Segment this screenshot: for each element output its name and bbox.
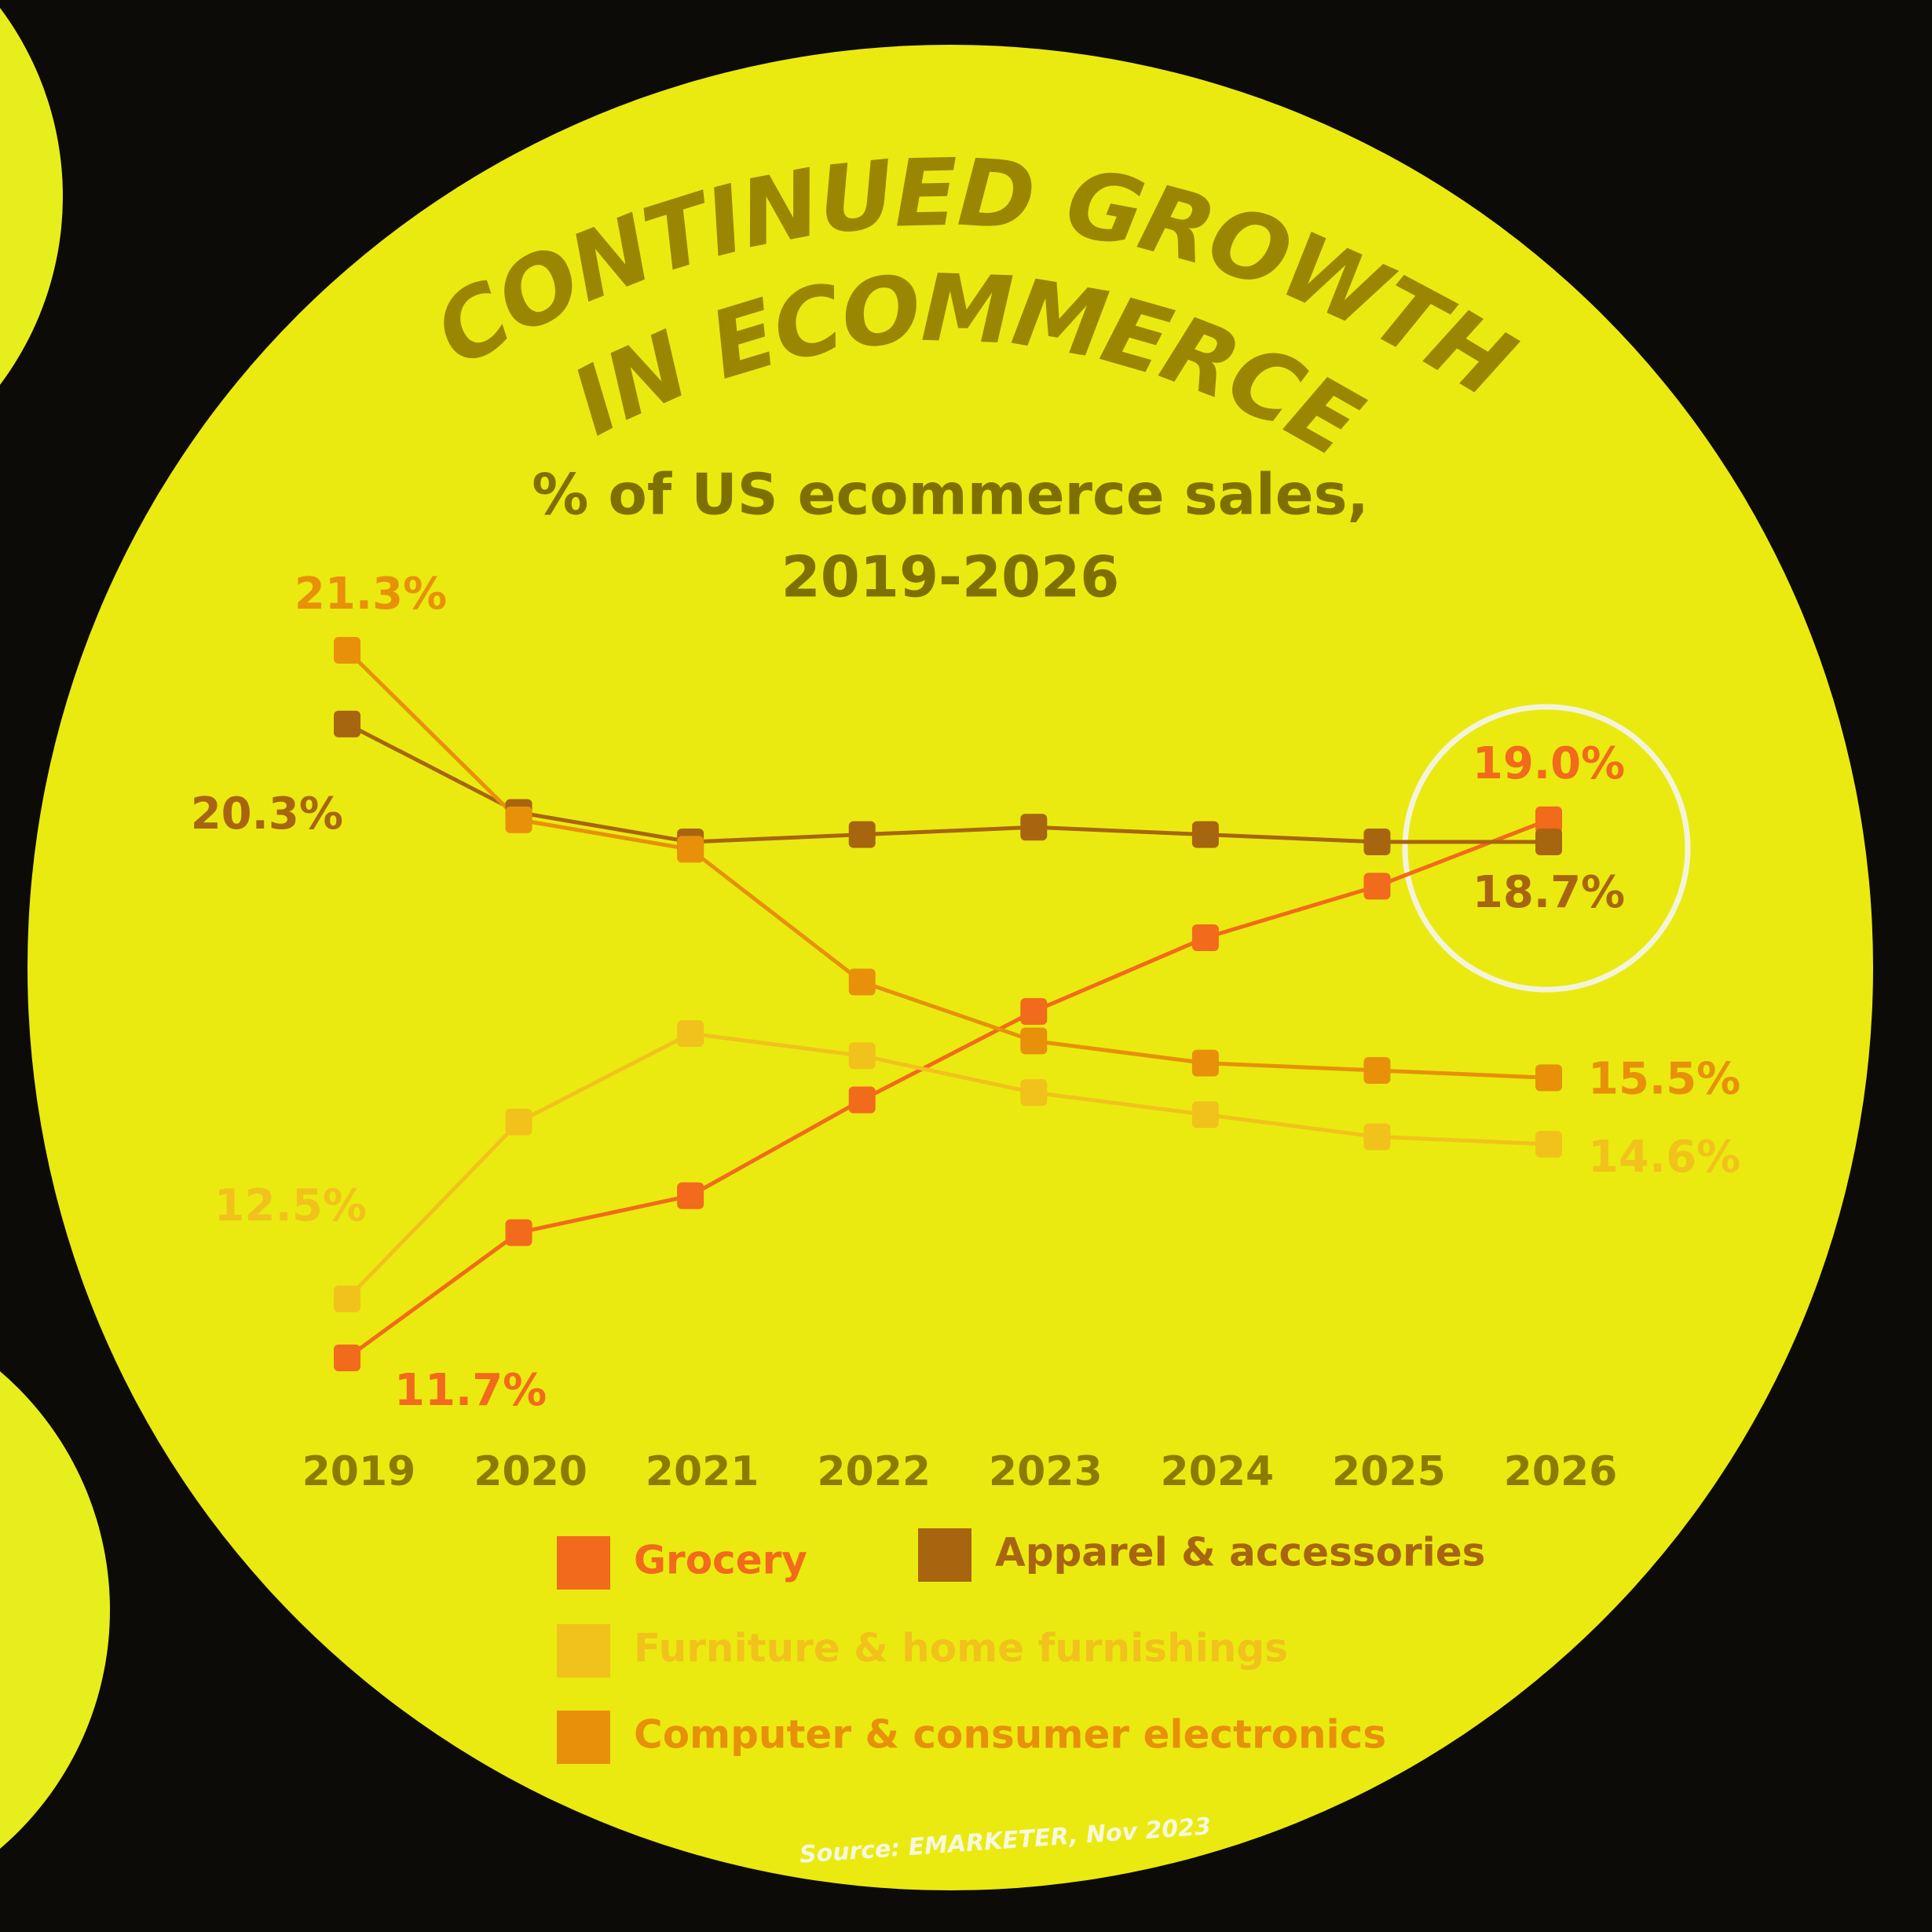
data-point [1535, 806, 1562, 833]
data-point [1020, 1079, 1048, 1107]
data-label: 15.5% [1588, 1053, 1740, 1104]
x-tick-label: 2019 [302, 1448, 416, 1495]
legend-label: Grocery [634, 1538, 807, 1583]
data-point [1363, 873, 1391, 900]
legend-swatch [557, 1536, 610, 1590]
legend-swatch [918, 1528, 971, 1582]
subtitle: 2019-2026 [781, 544, 1120, 610]
series-line [346, 1031, 1550, 1301]
x-tick-label: 2022 [817, 1448, 931, 1495]
highlight-ring [1402, 704, 1691, 993]
x-tick-label: 2021 [646, 1448, 759, 1495]
data-point [505, 1108, 532, 1136]
legend-label: Computer & consumer electronics [634, 1712, 1386, 1758]
data-point [848, 1086, 876, 1114]
legend-swatch [557, 1711, 610, 1764]
legend-label: Furniture & home furnishings [634, 1626, 1288, 1671]
data-point [848, 968, 876, 996]
data-point [1535, 1130, 1562, 1158]
data-label: 11.7% [394, 1365, 547, 1416]
data-point [1535, 829, 1562, 856]
data-point [334, 1285, 360, 1312]
data-point [505, 1219, 532, 1246]
plot-area: 2019 2020 2021 2022 2023 2024 2025 2026 11.7% 19.… [191, 569, 1740, 1764]
data-point [677, 1020, 704, 1048]
x-tick-label: 2026 [1504, 1448, 1618, 1495]
data-point [334, 710, 360, 737]
data-point [505, 806, 532, 833]
data-point [1191, 924, 1219, 952]
data-point [677, 836, 704, 863]
subtitle: % of US ecommerce sales, [532, 462, 1369, 528]
data-point [1535, 1064, 1562, 1092]
data-point [334, 1345, 360, 1371]
series-line [346, 722, 1549, 844]
x-tick-label: 2024 [1160, 1448, 1274, 1495]
data-point [1191, 1101, 1219, 1129]
data-label: 19.0% [1473, 738, 1625, 789]
x-tick-label: 2023 [989, 1448, 1103, 1495]
data-label: 21.3% [295, 569, 447, 620]
data-point [1020, 814, 1048, 841]
data-point [334, 637, 360, 664]
data-point [848, 821, 876, 848]
series-line [346, 649, 1550, 1080]
chart-disc [27, 45, 1873, 1890]
data-label: 14.6% [1588, 1132, 1740, 1183]
series-line [346, 818, 1550, 1360]
data-point [1363, 829, 1391, 856]
neighbor-circle [0, 1371, 110, 1849]
data-label: 18.7% [1473, 867, 1625, 918]
data-point [1363, 1056, 1391, 1084]
data-point [1191, 1049, 1219, 1077]
data-label: 12.5% [214, 1180, 367, 1231]
legend-label: Apparel & accessories [995, 1530, 1485, 1575]
data-point [677, 1182, 704, 1209]
x-tick-label: 2020 [474, 1448, 587, 1495]
data-point [1020, 997, 1048, 1025]
legend-swatch [557, 1624, 610, 1678]
data-point [848, 1042, 876, 1070]
neighbor-circle [0, 8, 63, 385]
data-point [1020, 1027, 1048, 1055]
x-tick-label: 2025 [1332, 1448, 1446, 1495]
data-point [1363, 1123, 1391, 1151]
data-label: 20.3% [191, 789, 343, 840]
data-point [1191, 821, 1219, 848]
